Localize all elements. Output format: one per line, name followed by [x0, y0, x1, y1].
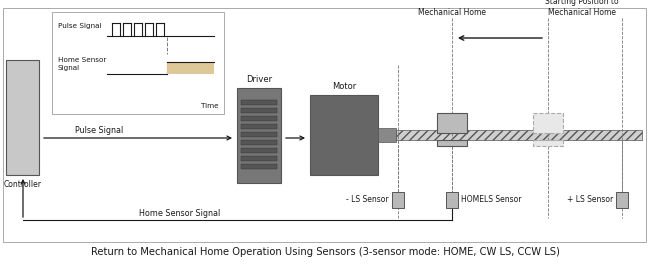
- Bar: [241, 156, 277, 161]
- Bar: [241, 124, 277, 129]
- Bar: [392, 192, 404, 208]
- Bar: [241, 100, 277, 105]
- Bar: [52, 12, 224, 114]
- Bar: [167, 62, 214, 74]
- Bar: [310, 95, 378, 175]
- Bar: [437, 113, 467, 133]
- Text: Controller: Controller: [3, 180, 42, 189]
- Text: HOMELS Sensor: HOMELS Sensor: [461, 196, 521, 205]
- Bar: [533, 113, 563, 133]
- Bar: [241, 132, 277, 137]
- Text: + LS Sensor: + LS Sensor: [567, 196, 613, 205]
- Bar: [3, 8, 646, 242]
- Text: Motor: Motor: [332, 82, 356, 91]
- Bar: [378, 128, 396, 142]
- Text: Starting Position to
Mechanical Home: Starting Position to Mechanical Home: [545, 0, 619, 17]
- Text: Return to Mechanical Home Operation Using Sensors (3-sensor mode: HOME, CW LS, C: Return to Mechanical Home Operation Usin…: [90, 247, 560, 257]
- Text: Home Sensor
Signal: Home Sensor Signal: [58, 57, 107, 71]
- Bar: [241, 148, 277, 153]
- Bar: [437, 140, 467, 146]
- Bar: [533, 140, 563, 146]
- Bar: [446, 192, 458, 208]
- Text: Time: Time: [202, 103, 219, 109]
- Bar: [241, 108, 277, 113]
- Text: Mechanical Home: Mechanical Home: [418, 8, 486, 17]
- Bar: [241, 164, 277, 169]
- Bar: [616, 192, 628, 208]
- Text: Home Sensor Signal: Home Sensor Signal: [139, 209, 220, 218]
- Bar: [237, 88, 281, 183]
- Bar: [241, 140, 277, 145]
- Text: - LS Sensor: - LS Sensor: [346, 196, 389, 205]
- Bar: [396, 130, 642, 140]
- Bar: [6, 60, 39, 175]
- Text: Pulse Signal: Pulse Signal: [58, 23, 101, 29]
- Text: Driver: Driver: [246, 75, 272, 84]
- Text: Pulse Signal: Pulse Signal: [75, 126, 124, 135]
- Bar: [241, 116, 277, 121]
